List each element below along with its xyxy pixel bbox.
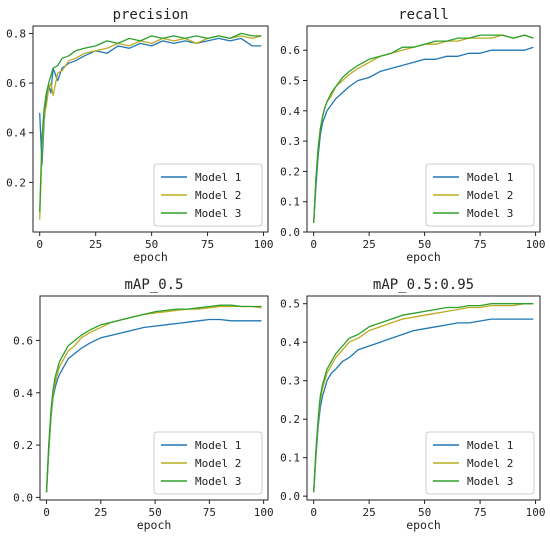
y-tick-label: 0.0 xyxy=(280,490,300,503)
y-tick-label: 0.3 xyxy=(280,375,300,388)
legend-label-model-3: Model 3 xyxy=(467,207,513,220)
x-axis-label: epoch xyxy=(406,250,441,264)
y-tick-label: 0.4 xyxy=(6,127,26,140)
legend-box xyxy=(153,431,263,495)
series-line-model-3 xyxy=(313,303,534,493)
legend: Model 1 Model 2 Model 3 xyxy=(153,431,263,495)
series-line-model-1 xyxy=(39,37,262,166)
x-axis-label: epoch xyxy=(406,518,441,532)
y-tick-label: 0.1 xyxy=(280,196,300,209)
legend-box xyxy=(153,163,263,227)
x-tick-label: 25 xyxy=(94,506,107,519)
y-tick-label: 0.2 xyxy=(280,413,300,426)
x-tick-label: 75 xyxy=(201,238,214,251)
x-tick-label: 75 xyxy=(203,506,216,519)
legend-label-model-2: Model 2 xyxy=(195,457,241,470)
y-tick-label: 0.4 xyxy=(280,336,300,349)
x-tick-label: 100 xyxy=(254,238,274,251)
y-tick-label: 0.0 xyxy=(13,491,33,504)
legend: Model 1 Model 2 Model 3 xyxy=(425,163,535,227)
x-axis-label: epoch xyxy=(137,518,172,532)
x-tick-label: 50 xyxy=(418,506,431,519)
x-tick-label: 100 xyxy=(254,506,274,519)
y-tick-label: 0.4 xyxy=(280,105,300,118)
chart-title: mAP_0.5:0.95 xyxy=(373,277,474,293)
x-tick-label: 100 xyxy=(526,238,546,251)
chart-title: precision xyxy=(113,7,189,23)
subplot-1: precision 0 25 50 75 100 0.2 0.4 0.6 0.8 epoch Mode… xyxy=(6,7,273,264)
y-tick-label: 0.8 xyxy=(6,27,26,40)
x-tick-label: 25 xyxy=(363,506,376,519)
y-tick-label: 0.6 xyxy=(13,334,33,347)
legend-box xyxy=(425,431,535,495)
y-tick-label: 0.2 xyxy=(6,176,26,189)
legend-label-model-2: Model 2 xyxy=(195,189,241,202)
x-tick-label: 0 xyxy=(310,506,317,519)
legend: Model 1 Model 2 Model 3 xyxy=(425,431,535,495)
x-tick-label: 50 xyxy=(145,238,158,251)
legend-label-model-1: Model 1 xyxy=(467,171,513,184)
legend-label-model-2: Model 2 xyxy=(467,457,513,470)
series-line-model-3 xyxy=(313,34,534,223)
x-tick-label: 25 xyxy=(363,238,376,251)
y-tick-label: 0.5 xyxy=(280,75,300,88)
legend-label-model-3: Model 3 xyxy=(195,475,241,488)
series-line-model-3 xyxy=(45,304,262,493)
y-tick-label: 0.2 xyxy=(280,165,300,178)
series-line-model-1 xyxy=(45,318,262,493)
legend-box xyxy=(425,163,535,227)
y-tick-label: 0.5 xyxy=(280,298,300,311)
x-tick-label: 0 xyxy=(43,506,50,519)
legend-label-model-1: Model 1 xyxy=(467,439,513,452)
x-tick-label: 0 xyxy=(36,238,43,251)
y-tick-label: 0.3 xyxy=(280,135,300,148)
chart-title: recall xyxy=(398,7,449,23)
subplot-2: recall 0 25 50 75 100 0.0 0.1 0.2 0.3 0.4 0.5 0.6 epo… xyxy=(280,7,545,264)
x-tick-label: 25 xyxy=(89,238,102,251)
legend-label-model-3: Model 3 xyxy=(467,475,513,488)
legend-label-model-1: Model 1 xyxy=(195,439,241,452)
x-tick-label: 0 xyxy=(310,238,317,251)
y-tick-label: 0.2 xyxy=(13,439,33,452)
subplot-3: mAP_0.5 0 25 50 75 100 0.0 0.2 0.4 0.6 epoch Model … xyxy=(13,277,273,532)
legend-label-model-1: Model 1 xyxy=(195,171,241,184)
x-tick-label: 100 xyxy=(526,506,546,519)
y-tick-label: 0.6 xyxy=(280,44,300,57)
x-tick-label: 75 xyxy=(473,238,486,251)
series-line-model-2 xyxy=(313,303,534,493)
y-tick-label: 0.1 xyxy=(280,452,300,465)
legend: Model 1 Model 2 Model 3 xyxy=(153,163,263,227)
series-line-model-1 xyxy=(313,46,534,223)
x-tick-label: 50 xyxy=(148,506,161,519)
y-tick-label: 0.4 xyxy=(13,387,33,400)
subplot-4: mAP_0.5:0.95 0 25 50 75 100 0.0 0.1 0.2 0.3 0.4 0.5… xyxy=(280,277,545,532)
series-line-model-1 xyxy=(313,318,534,493)
chart-title: mAP_0.5 xyxy=(124,277,183,293)
x-tick-label: 75 xyxy=(473,506,486,519)
y-tick-label: 0.0 xyxy=(280,226,300,239)
legend-label-model-3: Model 3 xyxy=(195,207,241,220)
series-line-model-3 xyxy=(39,32,262,213)
x-tick-label: 50 xyxy=(418,238,431,251)
y-tick-label: 0.6 xyxy=(6,77,26,90)
x-axis-label: epoch xyxy=(133,250,168,264)
legend-label-model-2: Model 2 xyxy=(467,189,513,202)
